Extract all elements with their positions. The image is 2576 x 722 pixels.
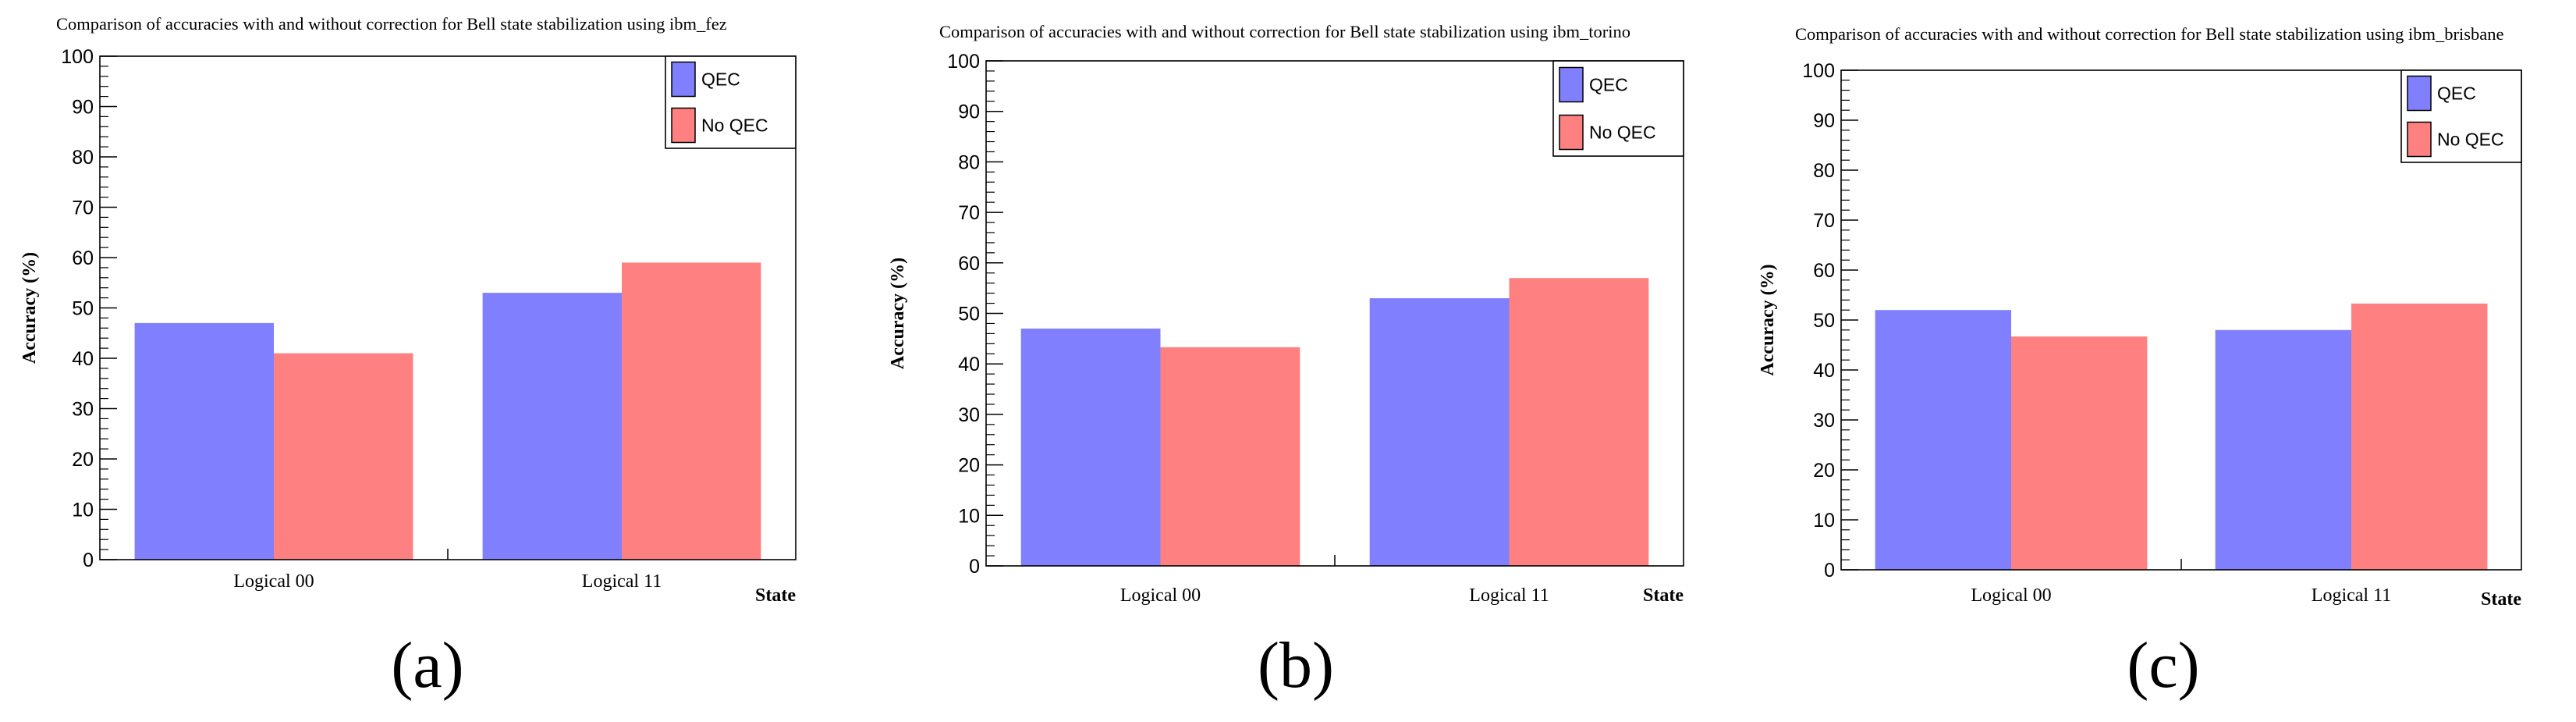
- y-tick-label: 20: [72, 449, 94, 471]
- legend-label-no-qec: No QEC: [701, 116, 768, 136]
- legend-label-no-qec: No QEC: [1589, 123, 1656, 143]
- y-tick-label: 50: [72, 298, 94, 320]
- legend-swatch-no-qec: [2407, 121, 2432, 158]
- x-tick-label: Logical 00: [233, 571, 314, 592]
- y-tick-label: 90: [1813, 110, 1835, 132]
- y-tick-label: 10: [72, 500, 94, 521]
- bar-qec-logical-00: [134, 322, 274, 560]
- legend-swatch-no-qec: [671, 107, 696, 144]
- legend-label-qec: QEC: [2437, 84, 2476, 104]
- y-tick-label: 10: [958, 505, 980, 527]
- y-tick-label: 40: [1813, 360, 1835, 382]
- y-tick-label: 70: [72, 197, 94, 219]
- bar-no-qec-logical-11: [622, 262, 761, 560]
- bar-qec-logical-11: [1369, 298, 1510, 566]
- legend: QEC No QEC: [2400, 69, 2522, 163]
- y-tick-label: 90: [72, 97, 94, 119]
- x-tick-label: Logical 11: [1469, 585, 1549, 606]
- y-tick-label: 30: [958, 404, 980, 426]
- y-tick-label: 60: [72, 247, 94, 269]
- y-axis-label: Accuracy (%): [20, 252, 40, 364]
- bar-no-qec-logical-00: [1160, 347, 1300, 566]
- chart-panel-3: Comparison of accuracies with and withou…: [1758, 24, 2522, 702]
- chart-panel-1: Comparison of accuracies with and withou…: [20, 14, 797, 702]
- y-tick-label: 0: [1824, 560, 1835, 582]
- y-tick-label: 70: [1813, 210, 1835, 232]
- legend: QEC No QEC: [665, 55, 797, 149]
- x-tick-label: Logical 00: [1971, 585, 2051, 606]
- y-tick-label: 20: [1813, 460, 1835, 482]
- y-tick-label: 100: [947, 51, 980, 73]
- x-axis-label: State: [2481, 589, 2521, 610]
- chart-title: Comparison of accuracies with and withou…: [56, 14, 727, 34]
- y-tick-label: 80: [1813, 160, 1835, 182]
- y-tick-label: 60: [1813, 260, 1835, 282]
- y-tick-label: 50: [1813, 310, 1835, 332]
- panel-label: (a): [391, 629, 463, 702]
- bar-qec-logical-11: [2215, 329, 2351, 570]
- y-tick-label: 0: [969, 556, 980, 578]
- y-tick-label: 0: [83, 550, 94, 571]
- y-tick-label: 10: [1813, 510, 1835, 532]
- y-tick-label: 30: [1813, 410, 1835, 432]
- bar-qec-logical-00: [1020, 328, 1161, 566]
- x-tick-label: Logical 11: [2312, 585, 2391, 606]
- legend-label-no-qec: No QEC: [2437, 130, 2504, 150]
- y-tick-label: 100: [1802, 60, 1835, 82]
- y-tick-label: 60: [958, 253, 980, 275]
- chart-title: Comparison of accuracies with and withou…: [939, 22, 1630, 41]
- legend-label-qec: QEC: [701, 69, 740, 90]
- legend-swatch-no-qec: [1559, 114, 1584, 151]
- bar-qec-logical-11: [482, 293, 622, 560]
- chart-panel-2: Comparison of accuracies with and withou…: [888, 22, 1684, 702]
- y-tick-label: 80: [958, 151, 980, 173]
- bar-no-qec-logical-11: [2351, 303, 2488, 570]
- panel-label: (b): [1258, 629, 1334, 702]
- x-tick-label: Logical 11: [582, 571, 662, 592]
- y-tick-label: 90: [958, 101, 980, 123]
- bar-no-qec-logical-00: [274, 353, 413, 560]
- bar-qec-logical-00: [1875, 310, 2011, 570]
- legend-swatch-qec: [2407, 75, 2432, 112]
- legend-label-qec: QEC: [1589, 75, 1628, 95]
- y-axis-label: Accuracy (%): [1758, 264, 1778, 375]
- y-tick-label: 80: [72, 147, 94, 169]
- bar-no-qec-logical-00: [2011, 336, 2148, 570]
- y-tick-label: 30: [72, 399, 94, 421]
- y-tick-label: 70: [958, 202, 980, 224]
- x-tick-label: Logical 00: [1120, 585, 1201, 606]
- x-axis-label: State: [1643, 585, 1684, 606]
- x-axis-label: State: [755, 585, 796, 606]
- y-tick-label: 40: [72, 348, 94, 370]
- bar-no-qec-logical-11: [1509, 278, 1649, 566]
- y-tick-label: 20: [958, 455, 980, 477]
- chart-title: Comparison of accuracies with and withou…: [1795, 24, 2504, 44]
- panel-label: (c): [2127, 629, 2199, 702]
- legend-swatch-qec: [1559, 66, 1584, 103]
- y-tick-label: 50: [958, 304, 980, 325]
- legend-swatch-qec: [671, 61, 696, 98]
- legend: QEC No QEC: [1552, 60, 1684, 157]
- y-tick-label: 40: [958, 354, 980, 375]
- y-tick-label: 100: [61, 46, 94, 68]
- y-axis-label: Accuracy (%): [888, 258, 908, 369]
